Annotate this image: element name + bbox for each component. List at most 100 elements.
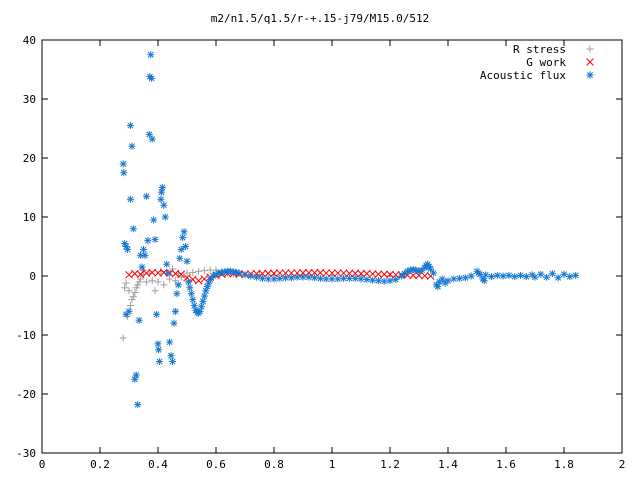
data-point bbox=[522, 273, 530, 281]
data-point bbox=[121, 284, 129, 292]
data-point bbox=[357, 275, 365, 283]
legend-marker bbox=[586, 58, 594, 66]
data-point bbox=[435, 278, 443, 286]
x-tick-label: 1 bbox=[329, 458, 336, 471]
legend-label: R stress bbox=[513, 43, 566, 56]
x-tick-label: 1.2 bbox=[380, 458, 400, 471]
data-point bbox=[171, 307, 179, 315]
data-point bbox=[183, 273, 191, 282]
data-point bbox=[154, 278, 162, 286]
data-point bbox=[198, 303, 205, 311]
data-point bbox=[144, 237, 152, 245]
y-tick-label: 40 bbox=[23, 34, 36, 47]
data-point bbox=[199, 297, 207, 305]
data-point bbox=[125, 287, 133, 295]
data-point bbox=[157, 195, 165, 203]
data-point bbox=[476, 270, 484, 278]
data-point bbox=[137, 275, 145, 283]
data-point bbox=[351, 274, 359, 282]
data-point bbox=[241, 271, 249, 279]
data-point bbox=[134, 401, 142, 409]
data-point bbox=[170, 319, 178, 327]
data-point bbox=[158, 184, 166, 191]
data-point bbox=[129, 225, 137, 233]
legend-marker bbox=[586, 45, 594, 53]
data-point bbox=[140, 245, 147, 253]
data-point bbox=[380, 277, 388, 285]
series-acoustic-flux bbox=[119, 51, 580, 409]
chart-title: m2/n1.5/q1.5/r-+.15-j79/M15.0/512 bbox=[211, 12, 430, 25]
data-point bbox=[543, 273, 551, 281]
data-point bbox=[438, 275, 446, 283]
data-point bbox=[258, 274, 266, 282]
data-point bbox=[166, 338, 174, 346]
data-point bbox=[184, 278, 192, 286]
data-point bbox=[427, 265, 435, 273]
y-tick-label: -20 bbox=[16, 388, 36, 401]
data-point bbox=[179, 234, 187, 242]
x-tick-label: 1.6 bbox=[496, 458, 516, 471]
data-point bbox=[182, 243, 190, 250]
tick-labels: 0 0.2 0.4 0.6 0.8 1 1.2 1.4 1.6 1.8 2 40 30 20 10 0 -10 -… bbox=[16, 34, 625, 471]
data-point bbox=[142, 278, 150, 286]
data-point bbox=[183, 269, 191, 277]
data-point bbox=[157, 188, 165, 196]
data-point bbox=[160, 201, 168, 209]
y-tick-label: 10 bbox=[23, 211, 36, 224]
x-tick-label: 1.8 bbox=[554, 458, 574, 471]
data-point bbox=[537, 270, 545, 278]
data-point bbox=[120, 169, 128, 177]
data-point bbox=[200, 267, 208, 275]
data-point bbox=[392, 276, 400, 284]
data-point bbox=[482, 271, 490, 279]
data-point bbox=[148, 135, 156, 143]
data-point bbox=[128, 142, 136, 150]
data-point bbox=[456, 274, 464, 282]
data-point bbox=[126, 195, 134, 203]
data-point bbox=[126, 302, 134, 309]
data-point bbox=[186, 284, 194, 292]
legend-marker bbox=[586, 71, 594, 79]
data-point bbox=[363, 276, 371, 284]
data-point bbox=[430, 269, 437, 277]
data-point bbox=[180, 228, 188, 236]
data-point bbox=[275, 269, 284, 277]
data-point bbox=[177, 245, 185, 253]
data-point bbox=[164, 269, 172, 277]
x-tick-label: 2 bbox=[619, 458, 626, 471]
data-point bbox=[270, 275, 278, 283]
plot-series bbox=[119, 51, 580, 409]
data-point bbox=[155, 346, 163, 354]
data-point bbox=[334, 275, 342, 283]
data-point bbox=[161, 213, 169, 221]
data-point bbox=[153, 310, 161, 318]
data-point bbox=[572, 271, 580, 279]
data-point bbox=[189, 268, 197, 276]
data-point bbox=[166, 275, 174, 283]
data-point bbox=[374, 277, 382, 285]
data-point bbox=[150, 216, 158, 224]
x-tick-label: 0.2 bbox=[90, 458, 110, 471]
data-point bbox=[253, 273, 261, 281]
data-point bbox=[126, 122, 134, 130]
data-point bbox=[548, 270, 556, 278]
data-point bbox=[386, 270, 394, 279]
data-point bbox=[357, 269, 365, 278]
data-point bbox=[148, 74, 156, 82]
x-tick-label: 0 bbox=[39, 458, 46, 471]
data-point bbox=[554, 274, 562, 282]
data-point bbox=[135, 278, 143, 286]
data-point bbox=[316, 274, 324, 282]
data-point bbox=[467, 272, 475, 280]
data-point bbox=[173, 290, 181, 298]
data-point bbox=[511, 273, 519, 281]
data-point bbox=[131, 289, 139, 297]
data-point bbox=[160, 281, 168, 289]
data-point bbox=[154, 340, 162, 348]
data-point bbox=[517, 271, 524, 279]
data-point bbox=[138, 263, 146, 271]
x-tick-label: 0.8 bbox=[264, 458, 284, 471]
data-point bbox=[488, 273, 495, 281]
data-point bbox=[328, 275, 336, 283]
